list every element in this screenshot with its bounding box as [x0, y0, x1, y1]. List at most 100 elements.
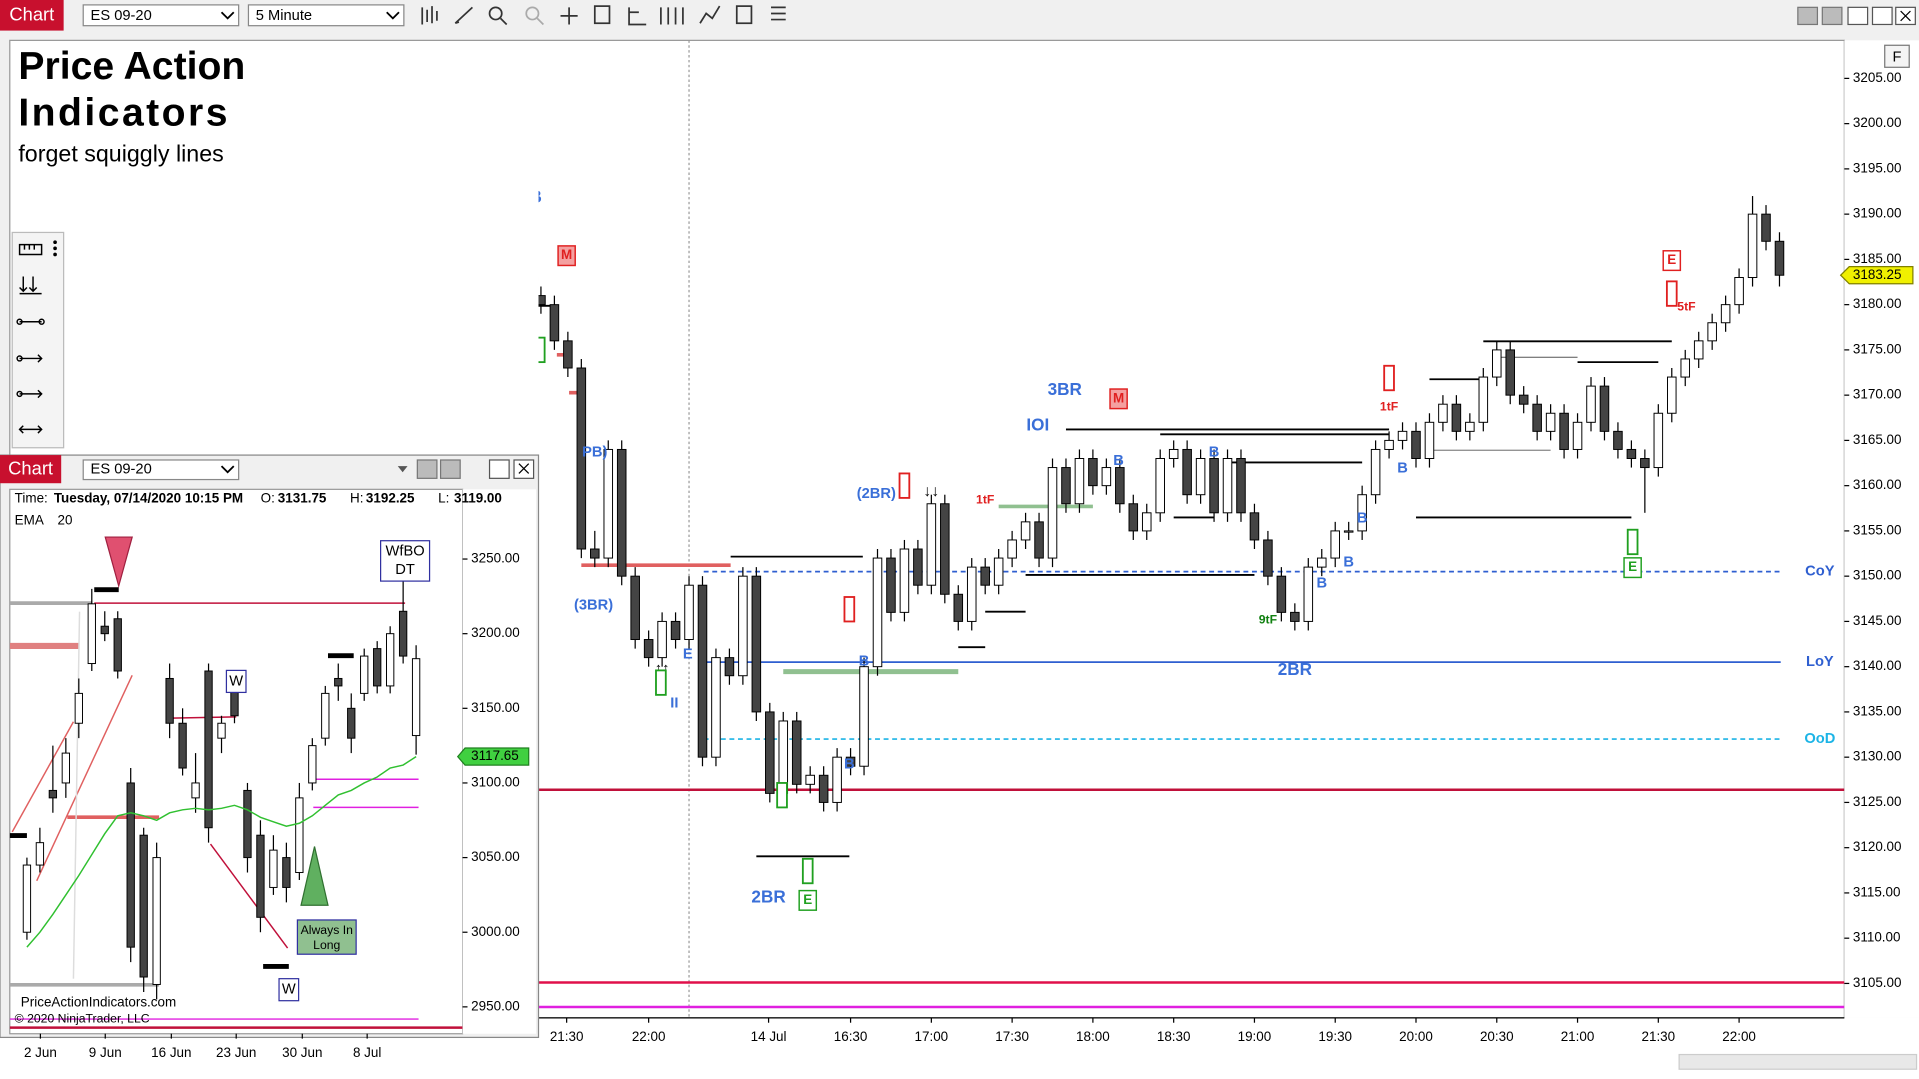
- inset-tab-label: Chart: [8, 458, 53, 479]
- candle-body: [1424, 421, 1435, 459]
- candle-body: [791, 720, 802, 785]
- interval-select[interactable]: [247, 4, 405, 27]
- y-tick-label: 3150.00: [1853, 568, 1902, 583]
- f-button[interactable]: [1884, 44, 1910, 68]
- inset-x-tick-label: 8 Jul: [353, 1045, 381, 1060]
- inset-tab[interactable]: [0, 455, 62, 484]
- candle-body: [697, 584, 708, 758]
- y-tick-label: 3105.00: [1853, 975, 1902, 990]
- annotation: B: [1209, 445, 1220, 461]
- candle-body: [48, 789, 58, 799]
- annotation: PB): [582, 445, 607, 461]
- candle-body: [1047, 467, 1058, 559]
- candle-body: [139, 834, 148, 978]
- candle-body: [872, 557, 883, 668]
- x-tick-label: 21:30: [550, 1029, 584, 1044]
- candle-body: [1370, 448, 1381, 496]
- inset-annotation: Always In: [301, 923, 353, 937]
- candle-body: [1330, 530, 1340, 559]
- y-tick-label: 3135.00: [1853, 703, 1902, 718]
- annotation: II: [670, 695, 678, 711]
- candle-body: [657, 620, 667, 659]
- candle-body: [256, 834, 265, 918]
- candle-body: [913, 548, 923, 586]
- candle-body: [1599, 385, 1610, 432]
- last-price-label: 3183.25: [1853, 267, 1902, 282]
- candle-body: [805, 774, 815, 785]
- inset-y-tick-label: 3150.00: [471, 700, 520, 715]
- candle-body: [1613, 430, 1623, 450]
- y-tick-label: 3165.00: [1853, 432, 1902, 447]
- candle-body: [398, 610, 408, 657]
- window-buttons[interactable]: [1797, 6, 1916, 26]
- candle-body: [1128, 503, 1139, 532]
- x-tick-label: 22:00: [1722, 1029, 1756, 1044]
- candle-body: [1478, 376, 1489, 423]
- annotation: M: [1113, 390, 1124, 405]
- candle-body: [576, 367, 587, 550]
- scrollbar[interactable]: [1678, 1053, 1918, 1070]
- candle-body: [953, 593, 964, 622]
- candle-body: [1640, 458, 1650, 469]
- annotation: B: [1113, 453, 1124, 469]
- info-high: 3192.25: [366, 491, 415, 506]
- instrument-select[interactable]: [82, 4, 240, 27]
- x-tick-label: 16:30: [834, 1029, 868, 1044]
- annotation-box: [1662, 250, 1682, 272]
- candle-body: [269, 849, 278, 888]
- candle-body: [1491, 349, 1502, 378]
- candle-body: [1249, 512, 1260, 541]
- y-tick-label: 3200.00: [1853, 115, 1902, 130]
- candle-body: [886, 557, 896, 613]
- candle-body: [1720, 304, 1731, 324]
- info-high-label: H:: [350, 491, 363, 506]
- annotation-box: [278, 978, 300, 1002]
- candle-body: [751, 575, 762, 713]
- candle-body: [1316, 557, 1327, 568]
- chart-tab[interactable]: [0, 0, 64, 31]
- inset-window-buttons[interactable]: [397, 459, 535, 479]
- candle-body: [899, 548, 910, 613]
- candle-body: [1101, 467, 1112, 487]
- info-time-label: Time:: [15, 491, 48, 506]
- candle-body: [295, 797, 304, 874]
- y-tick-label: 3155.00: [1853, 522, 1902, 537]
- candle-body: [360, 655, 369, 694]
- sell-triangle: [104, 536, 133, 589]
- candle-body: [538, 295, 546, 306]
- y-tick-label: 3130.00: [1853, 749, 1902, 764]
- inset-annotation: DT: [395, 562, 415, 578]
- candle-body: [1209, 458, 1219, 514]
- inset-instrument-select[interactable]: [82, 459, 240, 481]
- annotation: M: [561, 247, 572, 262]
- y-tick-label: 3120.00: [1853, 839, 1902, 854]
- annotation: 5tF: [1677, 299, 1696, 313]
- candle-body: [1653, 412, 1664, 469]
- price-axis: [1844, 40, 1919, 1018]
- tool-icons[interactable]: [421, 5, 786, 26]
- annotation: IOI: [1026, 414, 1049, 434]
- level-label: OoD: [1804, 731, 1835, 747]
- info-time: Tuesday, 07/14/2020 10:15 PM: [54, 491, 243, 506]
- inset-x-tick-label: 16 Jun: [151, 1045, 191, 1060]
- candle-body: [993, 557, 1004, 586]
- annotation: E: [803, 892, 812, 907]
- drawing-toolbar[interactable]: [11, 231, 65, 449]
- x-tick-label: 20:30: [1480, 1029, 1514, 1044]
- candle-body: [1343, 530, 1354, 533]
- candle-body: [1693, 340, 1704, 360]
- inset-structure-line: [209, 843, 289, 949]
- inset-axes: 2950.00 3000.00 3050.00 3100.00 3150.00 3200.…: [24, 551, 530, 1060]
- candle-body: [1667, 376, 1677, 414]
- candle-body: [126, 782, 135, 948]
- candle-body: [87, 603, 96, 665]
- chart-tab-label: Chart: [9, 4, 54, 25]
- candle-body: [1276, 575, 1287, 613]
- annotation-box: [1623, 557, 1642, 579]
- inset-annotation: Long: [313, 938, 340, 952]
- annotation: B: [1316, 575, 1327, 591]
- y-tick-label: 3115.00: [1853, 884, 1901, 899]
- inset-y-tick-label: 3100.00: [471, 775, 520, 790]
- candle-body: [243, 789, 252, 859]
